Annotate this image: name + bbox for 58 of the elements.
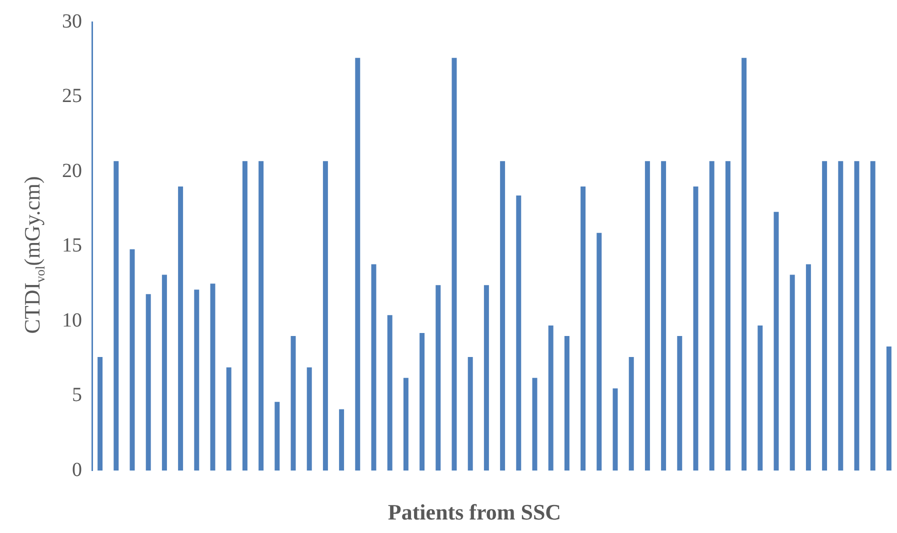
bar <box>774 212 779 471</box>
bar <box>548 326 554 471</box>
y-tick-label: 25 <box>62 85 82 108</box>
bar <box>178 186 184 471</box>
bar <box>644 161 650 471</box>
bar <box>98 356 103 471</box>
bar <box>355 58 360 471</box>
bar <box>612 388 618 471</box>
bar <box>420 333 425 471</box>
bar <box>532 378 538 471</box>
bar <box>387 315 392 471</box>
bar <box>742 58 747 471</box>
bar <box>258 161 264 471</box>
bar <box>339 409 344 471</box>
y-tick-label: 10 <box>62 309 82 332</box>
bar <box>580 186 586 471</box>
bar <box>162 274 167 471</box>
bar <box>854 161 860 471</box>
bar <box>725 161 730 471</box>
bar <box>822 161 828 471</box>
bar <box>226 367 232 471</box>
bar <box>790 274 795 471</box>
bar <box>114 161 119 471</box>
bar <box>758 326 763 471</box>
bar <box>274 402 280 471</box>
y-tick-label: 20 <box>62 160 82 182</box>
bar <box>306 367 312 471</box>
bar <box>242 161 248 471</box>
bar <box>677 336 682 471</box>
bar <box>596 232 602 471</box>
bar <box>436 285 441 471</box>
bar <box>290 336 296 471</box>
bar <box>838 161 844 471</box>
bar <box>870 161 876 471</box>
bar <box>500 161 506 471</box>
bar <box>886 346 892 471</box>
bar <box>322 161 328 471</box>
y-tick-label: 5 <box>72 384 82 406</box>
bar <box>661 161 666 471</box>
bar <box>468 356 473 471</box>
bar <box>210 284 216 471</box>
bar <box>130 249 135 471</box>
x-axis-title: Patients from SSC <box>388 499 562 524</box>
bar <box>371 264 376 471</box>
bar <box>194 290 200 471</box>
y-tick-label: 15 <box>62 234 82 257</box>
bar <box>146 294 151 471</box>
y-tick-label: 0 <box>72 458 82 481</box>
bar <box>484 285 489 471</box>
bar <box>516 195 522 471</box>
bar <box>806 264 811 471</box>
bar <box>693 186 698 471</box>
bar <box>564 336 570 471</box>
bar <box>403 378 408 471</box>
bar <box>628 356 634 471</box>
bar <box>452 58 457 471</box>
y-tick-label: 30 <box>62 10 82 32</box>
bar <box>709 161 714 471</box>
